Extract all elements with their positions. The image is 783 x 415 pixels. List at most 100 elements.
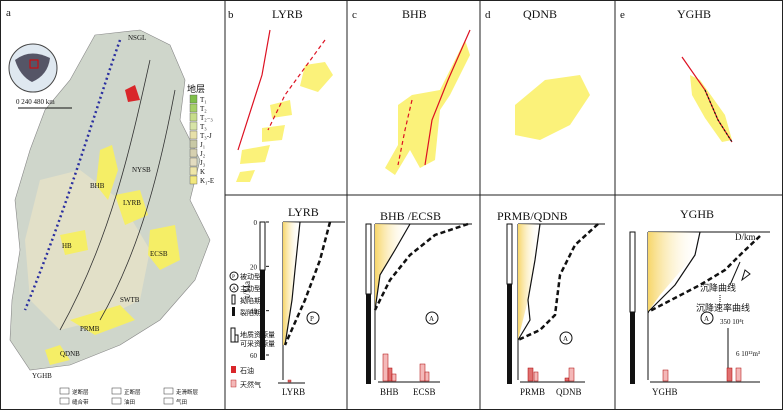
legend-swatch	[189, 175, 198, 185]
bar-label: PRMB	[520, 387, 545, 397]
bar-label: YGHB	[652, 387, 678, 397]
legend-label: T₂₋₃	[200, 114, 213, 122]
fault	[59, 59, 151, 331]
legend-icon	[231, 294, 236, 305]
legend-label: T₃	[200, 123, 207, 131]
legend-label: 地质资源量	[240, 330, 275, 339]
legend-label: 天然气	[240, 380, 261, 389]
globe-box	[29, 59, 39, 69]
legend-label: 正断层	[124, 388, 141, 396]
legend-icon	[232, 307, 235, 316]
basin-label: SWTB	[120, 296, 140, 304]
type-mark	[306, 311, 320, 325]
type-mark-label: A	[563, 335, 568, 343]
sag-bar	[629, 231, 636, 313]
resource-bar	[568, 367, 575, 382]
legend-label: T₁	[200, 96, 207, 104]
type-mark	[559, 331, 573, 345]
resource-bar	[564, 377, 570, 382]
basin-label: LYRB	[123, 199, 141, 207]
basin-label: HB	[62, 242, 72, 250]
basin	[96, 145, 118, 200]
legend-label: 石油	[240, 366, 254, 375]
subsidence-area	[283, 222, 300, 345]
resource-bar	[726, 367, 733, 382]
legend-label: 拗陷期	[240, 296, 261, 305]
panel-letter: a	[6, 7, 11, 19]
basin	[60, 230, 88, 255]
sag-bar	[259, 221, 266, 271]
legend-swatch	[189, 130, 198, 140]
legend-swatch	[189, 103, 198, 113]
panel-letter: e	[620, 9, 625, 21]
note: 350 10⁴t	[720, 318, 744, 326]
rate-curve	[373, 222, 469, 311]
fault	[99, 89, 176, 321]
legend-swatch	[189, 112, 198, 122]
rift-bar	[630, 312, 635, 384]
type-mark	[700, 311, 714, 325]
tick-label: 60	[250, 352, 258, 360]
legend-title: 地层	[187, 83, 205, 94]
resource-bar	[662, 369, 669, 382]
sag-bar	[506, 223, 513, 285]
legend-label: 主动型	[240, 284, 261, 293]
basin-label: YGHB	[32, 372, 52, 380]
legend-label: J₂	[200, 150, 206, 158]
subsidence-curve	[647, 231, 701, 313]
type-mark-label: A	[704, 315, 709, 323]
panel-title: LYRB	[272, 7, 303, 21]
basin-shape	[300, 62, 333, 92]
note: D/km	[735, 232, 756, 242]
legend-label: 裂陷期	[240, 308, 261, 317]
basin-label: ECSB	[150, 250, 168, 258]
legend-swatch	[189, 157, 198, 167]
legend-label: J₃	[200, 159, 206, 167]
legend-swatch	[59, 397, 70, 405]
legend-label: J₁	[200, 141, 205, 149]
bar-label: LYRB	[282, 387, 305, 397]
legend-swatch	[163, 387, 174, 395]
rift-bar	[507, 284, 512, 384]
legend-icon	[230, 327, 236, 343]
resource-bar	[527, 367, 534, 382]
legend-swatch	[189, 166, 198, 176]
type-mark-label: P	[310, 315, 314, 323]
legend-icon	[234, 334, 239, 343]
fault	[397, 99, 413, 166]
legend-swatch	[163, 397, 174, 405]
basin-label: BHB	[90, 182, 105, 190]
note: 沉降速率曲线	[696, 302, 750, 313]
panel-title: BHB /ECSB	[380, 209, 441, 223]
resource-bar	[387, 367, 393, 382]
basin-label: QDNB	[60, 350, 80, 358]
resource-bar	[391, 373, 397, 382]
tick-label: 20	[250, 263, 258, 271]
legend-swatch	[189, 94, 198, 104]
legend-label: 缝合带	[72, 398, 89, 406]
panel-letter: b	[228, 9, 234, 21]
legend-label: 油田	[124, 398, 135, 406]
oilfield	[125, 85, 140, 102]
legend-label: 逆断层	[72, 388, 89, 396]
legend-label: T₂	[200, 105, 207, 113]
panel-title: QDNB	[523, 7, 557, 21]
panel-letter: c	[352, 9, 357, 21]
fault	[237, 29, 271, 151]
pointer	[729, 261, 741, 286]
legend-label: 被动型	[240, 272, 261, 281]
resource-bar	[382, 353, 389, 382]
legend-label: K₁-E	[200, 177, 214, 185]
panel-title: PRMB/QDNB	[497, 209, 568, 223]
rift-bar	[366, 294, 371, 384]
rate-curve	[283, 221, 332, 346]
legend-label: 气田	[176, 398, 187, 406]
rift-bar	[260, 270, 265, 360]
axis-label: t/Ma	[242, 281, 252, 298]
fault	[704, 89, 733, 143]
legend-swatch	[111, 387, 122, 395]
subsidence-curve	[284, 221, 301, 346]
time-axis: 0 20 40 60	[250, 219, 269, 360]
